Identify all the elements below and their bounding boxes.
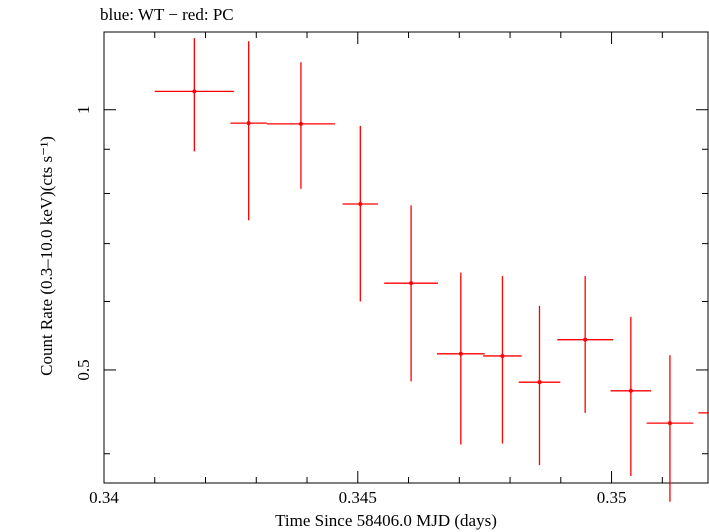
data-point [266, 62, 335, 189]
data-marker [409, 281, 414, 286]
data-points [154, 38, 709, 502]
x-axis-label: Time Since 58406.0 MJD (days) [275, 511, 497, 530]
data-marker [628, 388, 633, 393]
data-point [518, 305, 561, 466]
data-point [557, 276, 614, 413]
data-point [436, 272, 485, 445]
data-point [154, 38, 234, 152]
data-point [384, 205, 438, 382]
y-axis-label: Count Rate (0.3–10.0 keV)(cts s⁻¹) [37, 136, 56, 376]
axis-ticks [103, 32, 708, 483]
x-tick-label: 0.345 [339, 488, 377, 507]
data-marker [298, 121, 303, 126]
x-tick-label: 0.35 [597, 488, 627, 507]
data-marker [246, 121, 251, 126]
plot-frame [103, 31, 709, 484]
data-point [646, 355, 694, 502]
data-marker [583, 337, 588, 342]
y-tick-label: 0.5 [74, 359, 93, 380]
y-tick-label: 1 [74, 105, 93, 114]
data-point [230, 41, 267, 221]
data-marker [500, 353, 505, 358]
chart-title: blue: WT − red: PC [100, 5, 234, 24]
data-point [610, 316, 652, 476]
data-point [483, 276, 522, 444]
data-marker [192, 89, 197, 94]
x-tick-label: 0.34 [89, 488, 119, 507]
data-point [698, 412, 709, 414]
axis-tick-labels: 0.34 0.345 0.35 0.5 1 [74, 105, 626, 507]
data-marker [458, 351, 463, 356]
data-point [342, 125, 379, 302]
data-marker [667, 421, 672, 426]
data-marker [358, 201, 363, 206]
data-marker [537, 380, 542, 385]
